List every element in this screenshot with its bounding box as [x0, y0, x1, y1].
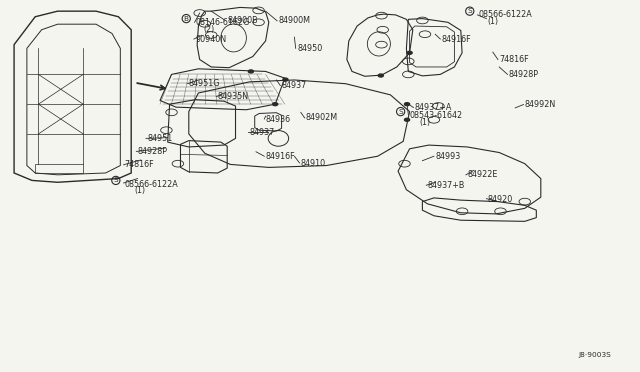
Text: 84900B: 84900B — [227, 16, 258, 25]
Text: 90940N: 90940N — [195, 35, 227, 44]
Circle shape — [404, 118, 410, 121]
Text: 84916F: 84916F — [442, 35, 471, 44]
Circle shape — [248, 70, 253, 73]
Text: 84902M: 84902M — [306, 113, 338, 122]
Text: 84937+A: 84937+A — [415, 103, 452, 112]
Text: 84922E: 84922E — [467, 170, 497, 179]
Text: (1): (1) — [134, 186, 145, 195]
Text: S: S — [398, 109, 403, 115]
Text: 84937+B: 84937+B — [428, 182, 465, 190]
Text: S: S — [113, 177, 118, 183]
Text: 84928P: 84928P — [509, 70, 539, 79]
Text: 84951G: 84951G — [189, 79, 220, 88]
Text: 08146-6162G: 08146-6162G — [195, 18, 250, 27]
Circle shape — [378, 74, 383, 77]
Text: 84993: 84993 — [435, 152, 460, 161]
Circle shape — [404, 103, 410, 106]
Text: 84951: 84951 — [147, 134, 172, 143]
Text: 84916F: 84916F — [266, 152, 295, 161]
Text: J8·9003S: J8·9003S — [579, 352, 611, 358]
Text: 08566-6122A: 08566-6122A — [125, 180, 179, 189]
Circle shape — [283, 78, 288, 81]
Text: (2): (2) — [204, 25, 215, 33]
Text: 84920: 84920 — [488, 195, 513, 203]
Text: 08566-6122A: 08566-6122A — [479, 10, 532, 19]
Text: 08543-61642: 08543-61642 — [410, 111, 463, 120]
Circle shape — [273, 103, 278, 106]
Text: S: S — [467, 8, 472, 14]
Text: 84936: 84936 — [266, 115, 291, 124]
Text: 84910: 84910 — [301, 159, 326, 168]
Text: (1): (1) — [419, 118, 430, 126]
Text: 84992N: 84992N — [525, 100, 556, 109]
Text: 84928P: 84928P — [138, 147, 168, 156]
Text: 84937: 84937 — [282, 81, 307, 90]
Circle shape — [407, 51, 412, 54]
Text: 84935N: 84935N — [218, 92, 249, 101]
Text: 84937: 84937 — [250, 128, 275, 137]
Text: 74816F: 74816F — [125, 160, 154, 169]
Text: 84900M: 84900M — [278, 16, 310, 25]
Text: 74816F: 74816F — [499, 55, 529, 64]
Text: (1): (1) — [488, 17, 499, 26]
Text: B: B — [184, 16, 189, 22]
Text: 84950: 84950 — [298, 44, 323, 53]
